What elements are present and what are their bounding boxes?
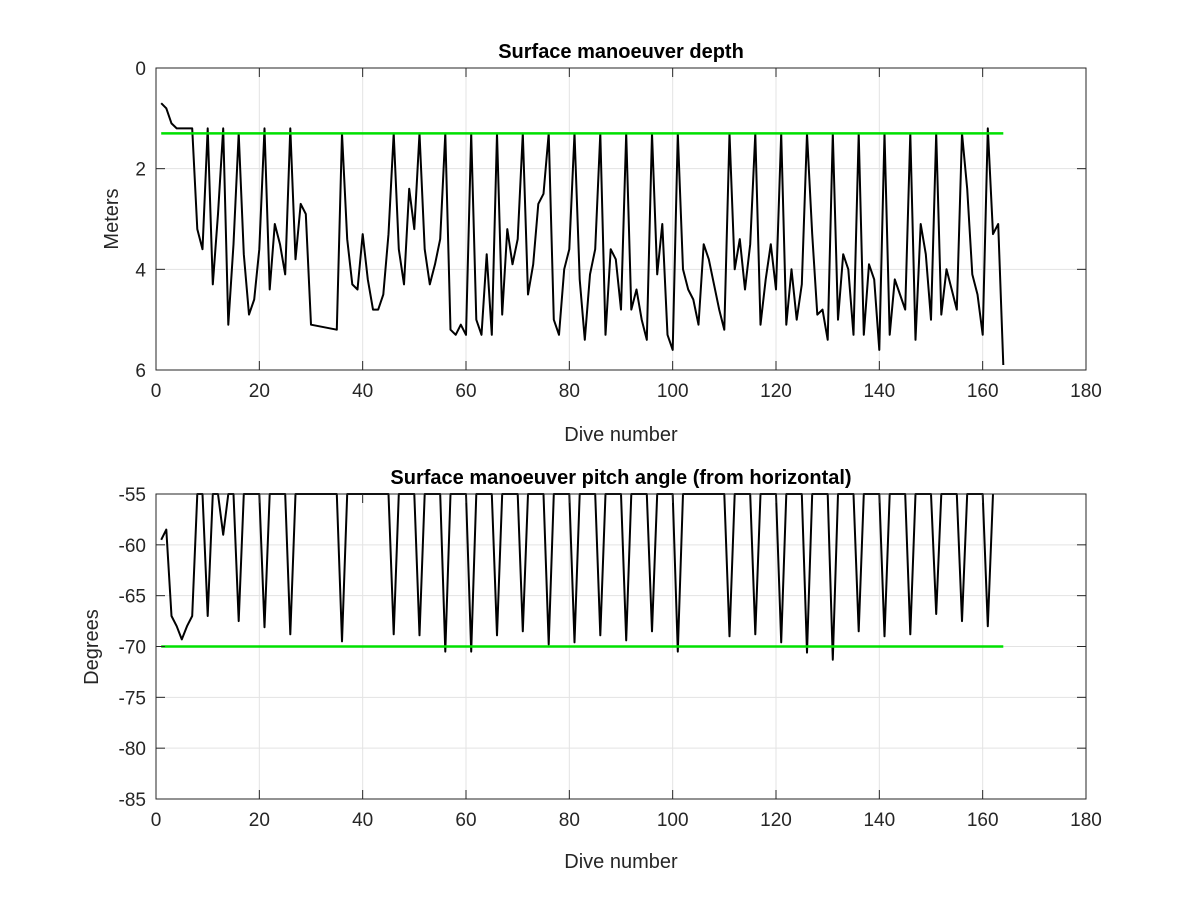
- depth-x-tick-label: 40: [352, 381, 373, 402]
- depth-data-line: [160, 102, 1005, 366]
- depth-axes-box: [155, 67, 1087, 371]
- pitch-x-tick-label: 160: [967, 810, 999, 831]
- depth-x-tick-label: 0: [151, 381, 162, 402]
- pitch-y-tick-label: -65: [119, 587, 146, 608]
- pitch-x-tick-label: 100: [657, 810, 689, 831]
- pitch-y-tick-label: -75: [119, 688, 146, 709]
- pitch-chart-title: Surface manoeuver pitch angle (from hori…: [390, 467, 851, 489]
- pitch-chart: 0 20 40 60 80 100 120 140 160 180 -55 -60 -65 -70 -75 -…: [81, 467, 1102, 873]
- depth-x-tick-label: 180: [1070, 381, 1102, 402]
- pitch-x-tick-label: 140: [863, 810, 895, 831]
- pitch-y-tick-label: -60: [119, 536, 146, 557]
- pitch-ticks: 0 20 40 60 80 100 120 140 160 180 -55 -60 -65 -70 -75 -…: [119, 485, 1102, 831]
- depth-x-tick-label: 20: [249, 381, 270, 402]
- depth-x-tick-label: 140: [863, 381, 895, 402]
- pitch-y-axis-label: Degrees: [81, 609, 103, 685]
- pitch-y-tick-label: -55: [119, 485, 146, 506]
- depth-y-axis-label: Meters: [101, 188, 123, 249]
- depth-x-tick-label: 80: [559, 381, 580, 402]
- pitch-y-tick-label: -70: [119, 638, 146, 659]
- depth-chart-title: Surface manoeuver depth: [498, 41, 744, 63]
- pitch-x-tick-label: 0: [151, 810, 162, 831]
- pitch-y-tick-label: -80: [119, 739, 146, 760]
- depth-ticks: 0 20 40 60 80 100 120 140 160 180 0 2 4 6: [135, 59, 1101, 402]
- depth-y-tick-label: 6: [135, 361, 146, 382]
- depth-series-group: [160, 102, 1005, 366]
- pitch-x-tick-label: 180: [1070, 810, 1102, 831]
- pitch-x-tick-label: 20: [249, 810, 270, 831]
- depth-y-tick-label: 4: [135, 260, 146, 281]
- pitch-x-tick-label: 60: [455, 810, 476, 831]
- depth-x-axis-label: Dive number: [564, 424, 678, 446]
- depth-y-tick-label: 0: [135, 59, 146, 80]
- depth-x-tick-label: 160: [967, 381, 999, 402]
- pitch-grid: [156, 494, 1086, 799]
- depth-x-tick-label: 100: [657, 381, 689, 402]
- depth-chart: 0 20 40 60 80 100 120 140 160 180 0 2 4 6 Surface man…: [101, 41, 1102, 446]
- depth-y-tick-label: 2: [135, 160, 146, 181]
- depth-x-tick-label: 120: [760, 381, 792, 402]
- depth-x-tick-label: 60: [455, 381, 476, 402]
- pitch-x-axis-label: Dive number: [564, 851, 678, 873]
- depth-axes-frame: [155, 67, 1087, 371]
- pitch-x-tick-label: 40: [352, 810, 373, 831]
- pitch-x-tick-label: 80: [559, 810, 580, 831]
- pitch-y-tick-label: -85: [119, 790, 146, 811]
- pitch-x-tick-label: 120: [760, 810, 792, 831]
